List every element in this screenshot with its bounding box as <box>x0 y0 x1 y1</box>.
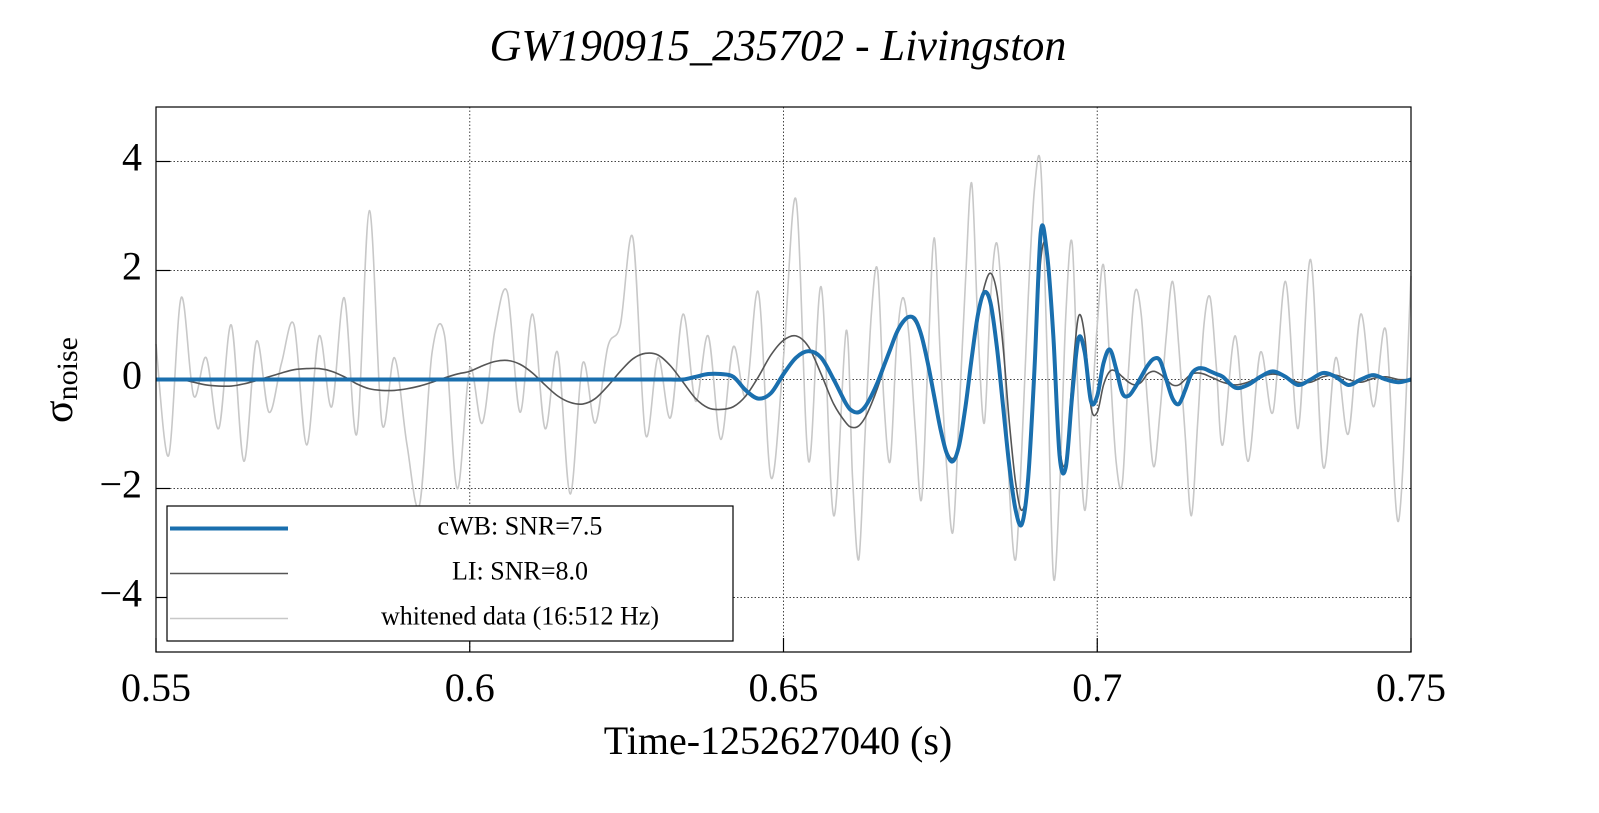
y-tick-label: −4 <box>99 571 142 616</box>
legend-label: whitened data (16:512 Hz) <box>381 601 659 630</box>
plot-frame <box>155 106 1412 653</box>
legend-label: LI: SNR=8.0 <box>452 556 588 585</box>
y-tick-label: 4 <box>122 135 142 180</box>
x-tick-label: 0.65 <box>749 665 819 710</box>
y-tick-label: −2 <box>99 462 142 507</box>
x-tick-label: 0.7 <box>1072 665 1122 710</box>
y-label-subscript: noise <box>51 337 84 400</box>
y-label-symbol: σ <box>36 400 82 423</box>
y-axis-label: σnoise <box>36 337 84 423</box>
plot-area <box>155 154 1412 581</box>
series-line <box>156 223 1412 528</box>
legend-label: cWB: SNR=7.5 <box>438 511 603 540</box>
legend: cWB: SNR=7.5 LI: SNR=8.0 whitened data (16… <box>166 505 734 642</box>
x-axis-label: Time-1252627040 (s) <box>604 718 953 763</box>
x-tick-label: 0.6 <box>445 665 495 710</box>
chart-title: GW190915_235702 - Livingston <box>490 21 1067 70</box>
series-line <box>155 154 1412 581</box>
x-tick-label: 0.55 <box>121 665 191 710</box>
y-tick-label: 2 <box>122 244 142 289</box>
x-tick-label: 0.75 <box>1376 665 1446 710</box>
y-tick-label: 0 <box>122 353 142 398</box>
